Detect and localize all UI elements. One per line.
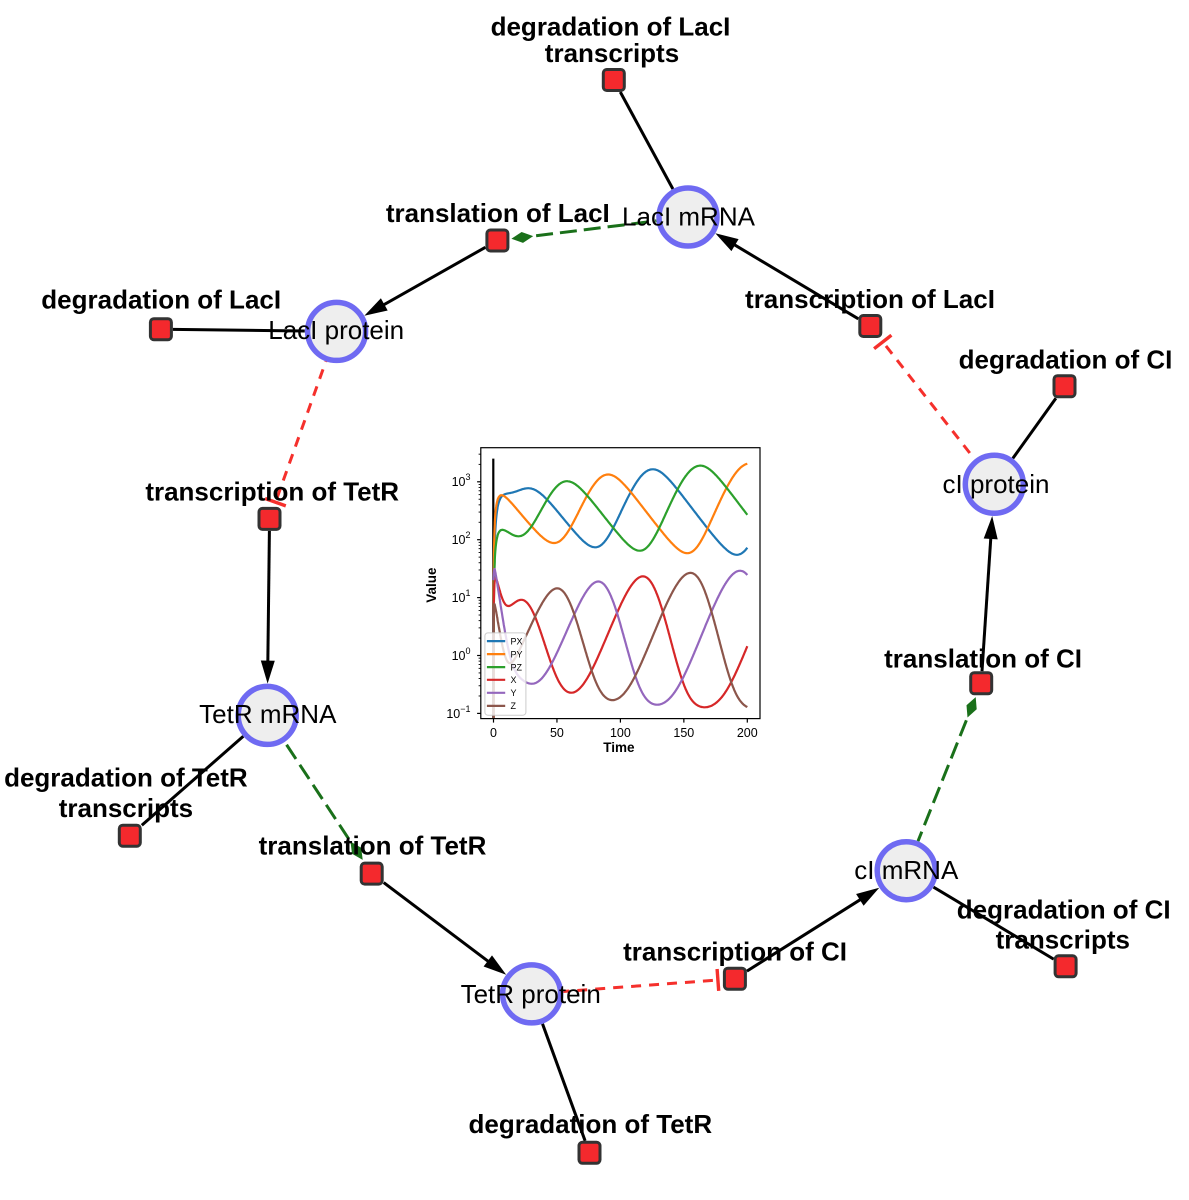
svg-text:cI mRNA: cI mRNA xyxy=(854,855,959,885)
svg-text:200: 200 xyxy=(737,726,758,740)
svg-text:transcripts: transcripts xyxy=(996,925,1130,955)
svg-text:X: X xyxy=(511,675,517,685)
svg-text:50: 50 xyxy=(550,726,564,740)
svg-text:degradation of LacI: degradation of LacI xyxy=(41,285,281,315)
svg-text:PX: PX xyxy=(511,636,523,646)
svg-text:100: 100 xyxy=(610,726,631,740)
svg-text:Z: Z xyxy=(511,701,517,711)
svg-text:translation of LacI: translation of LacI xyxy=(386,198,610,228)
svg-text:degradation of CI: degradation of CI xyxy=(957,895,1171,925)
svg-text:PY: PY xyxy=(511,649,523,659)
svg-text:transcription of TetR: transcription of TetR xyxy=(145,476,399,506)
svg-text:Value: Value xyxy=(424,567,439,603)
svg-text:degradation of TetR: degradation of TetR xyxy=(4,763,248,793)
svg-text:TetR mRNA: TetR mRNA xyxy=(199,699,337,729)
svg-text:transcription of CI: transcription of CI xyxy=(623,937,847,967)
svg-text:PZ: PZ xyxy=(511,662,523,672)
svg-text:translation of TetR: translation of TetR xyxy=(259,831,487,861)
svg-text:0: 0 xyxy=(490,726,497,740)
svg-text:transcripts: transcripts xyxy=(545,38,679,68)
svg-text:TetR protein: TetR protein xyxy=(461,979,601,1009)
svg-text:degradation of TetR: degradation of TetR xyxy=(468,1109,712,1139)
svg-text:LacI protein: LacI protein xyxy=(268,315,404,345)
svg-text:transcripts: transcripts xyxy=(59,793,193,823)
svg-text:degradation of CI: degradation of CI xyxy=(959,344,1173,374)
svg-text:150: 150 xyxy=(673,726,694,740)
svg-text:Y: Y xyxy=(511,688,517,698)
svg-text:degradation of LacI: degradation of LacI xyxy=(491,11,731,41)
svg-text:LacI mRNA: LacI mRNA xyxy=(622,202,756,232)
svg-text:Time: Time xyxy=(603,740,635,755)
svg-text:transcription of LacI: transcription of LacI xyxy=(745,284,995,314)
svg-text:cI protein: cI protein xyxy=(943,469,1050,499)
svg-text:translation of CI: translation of CI xyxy=(884,644,1082,674)
